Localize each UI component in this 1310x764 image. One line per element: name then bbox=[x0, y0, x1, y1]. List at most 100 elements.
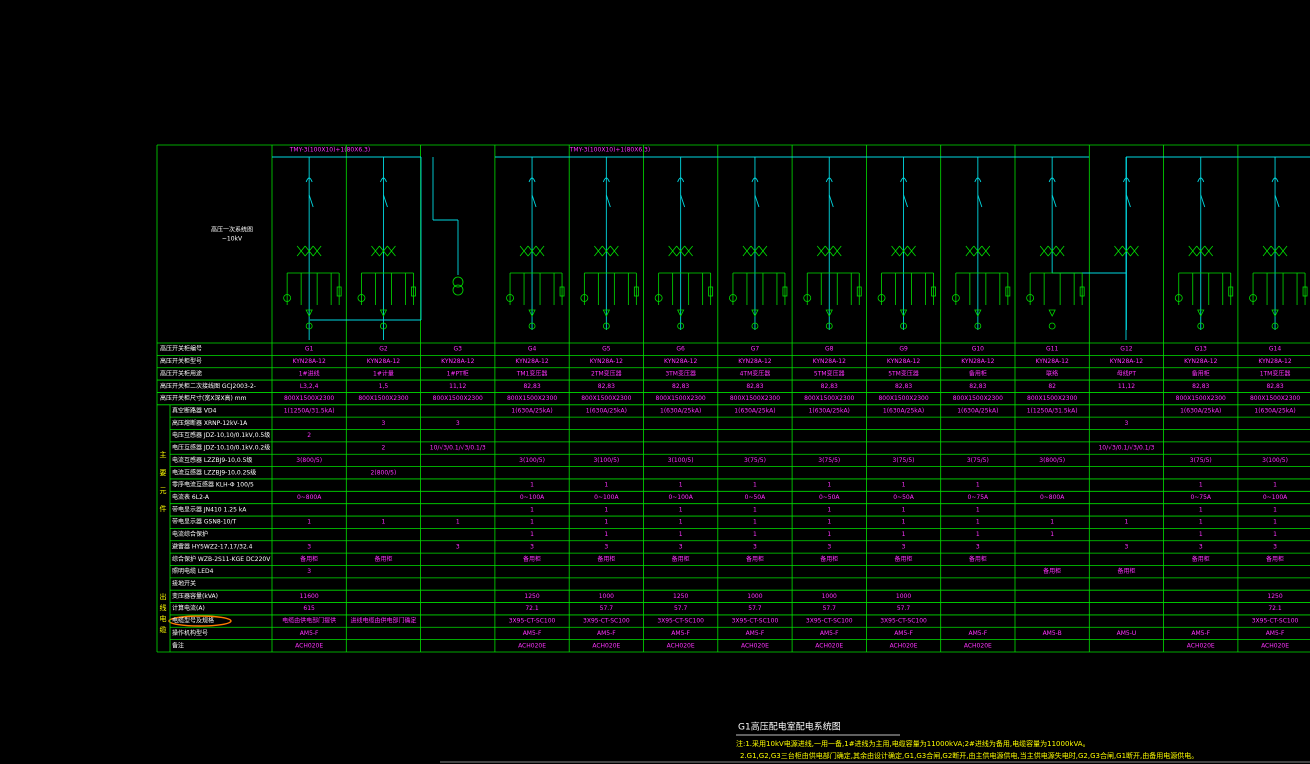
cell-text: 1 bbox=[679, 519, 683, 526]
fuse-cluster bbox=[891, 245, 916, 257]
cell-text: 2 bbox=[382, 445, 386, 452]
cell-text: 3(800/5) bbox=[296, 457, 322, 464]
ct bbox=[654, 294, 663, 302]
row-label: 照明电缆 LED4 bbox=[172, 567, 214, 575]
cell-text: 2 bbox=[307, 432, 311, 439]
cell-text: 3(100/5) bbox=[519, 457, 545, 464]
cell-text: 82,83 bbox=[598, 383, 615, 390]
ground bbox=[751, 309, 759, 317]
cell-text: 800X1500X2300 bbox=[953, 395, 1003, 402]
row-label: 操作机构型号 bbox=[172, 629, 208, 637]
cell-text: 72.1 bbox=[525, 605, 539, 612]
cell-text: ACH020E bbox=[964, 642, 992, 649]
cell-text: ACH020E bbox=[667, 642, 695, 649]
cell-text: AM5-U bbox=[1117, 630, 1137, 637]
cell-text: 1(630A/25kA) bbox=[734, 407, 775, 414]
cell-text: 0~100A bbox=[668, 494, 693, 501]
cell-text: 1250 bbox=[673, 593, 688, 600]
switch bbox=[1051, 194, 1057, 208]
cell-text: 3 bbox=[1273, 543, 1277, 550]
cell-text: 800X1500X2300 bbox=[730, 395, 780, 402]
cell-text: 0~100A bbox=[1263, 494, 1288, 501]
cell-text: 800X1500X2300 bbox=[1250, 395, 1300, 402]
ground bbox=[602, 309, 610, 317]
cell-text: 1 bbox=[604, 519, 608, 526]
breaker bbox=[974, 177, 982, 183]
cable-head bbox=[1197, 322, 1205, 330]
section-label: 出 bbox=[160, 592, 167, 601]
breaker bbox=[380, 177, 387, 183]
cell-text: AM5-F bbox=[968, 630, 987, 637]
cell-text: 1 bbox=[530, 519, 534, 526]
column-id: G3 bbox=[454, 346, 463, 353]
cell-text: 1 bbox=[1199, 531, 1203, 538]
bus-label: TMY-3(100X10)+1(80X6.3) bbox=[289, 147, 370, 154]
cell-text: L3,2,4 bbox=[300, 383, 319, 390]
breaker bbox=[602, 177, 610, 183]
cell-text: 备用柜 bbox=[597, 555, 615, 563]
cell-text: 备用柜 bbox=[523, 555, 541, 563]
cell-text: 3 bbox=[307, 543, 311, 550]
cell-text: 3 bbox=[456, 420, 460, 427]
cell-text: 82,83 bbox=[821, 383, 838, 390]
switch bbox=[605, 194, 611, 208]
cell-text: 1 bbox=[679, 531, 683, 538]
cell-text: KYN28A-12 bbox=[1184, 358, 1217, 365]
fuse-cluster bbox=[1114, 245, 1139, 257]
cell-text: 3 bbox=[307, 568, 311, 575]
cell-text: 1#计量 bbox=[373, 369, 394, 377]
cell-text: 1 bbox=[530, 531, 534, 538]
cell-text: 2TM变压器 bbox=[591, 369, 622, 377]
cell-text: 4TM变压器 bbox=[740, 369, 771, 377]
cell-text: 3(75/5) bbox=[967, 457, 989, 464]
breaker bbox=[305, 177, 313, 183]
cell-text: 0~100A bbox=[520, 494, 545, 501]
row-label: 计算电流(A) bbox=[172, 604, 205, 612]
breaker bbox=[1271, 177, 1279, 183]
row-label: 高压开关柜编号 bbox=[160, 345, 202, 353]
cable-head bbox=[1048, 322, 1056, 330]
cell-text: 3(75/5) bbox=[744, 457, 766, 464]
cable-head bbox=[677, 322, 685, 330]
fuse-cluster bbox=[816, 245, 842, 257]
ct bbox=[1174, 294, 1183, 302]
cell-text: 3X95-CT-SC100 bbox=[657, 618, 704, 625]
cable-head bbox=[1271, 322, 1279, 330]
cell-text: 1 bbox=[307, 519, 311, 526]
cell-text: 800X1500X2300 bbox=[1027, 395, 1077, 402]
cell-text: 备用柜 bbox=[746, 555, 764, 563]
fuse-cluster bbox=[668, 245, 693, 257]
arrester bbox=[336, 286, 342, 297]
ct bbox=[283, 294, 292, 302]
column-id: G13 bbox=[1195, 346, 1207, 353]
cell-text: 0~800A bbox=[297, 494, 322, 501]
cell-text: 3 bbox=[1125, 543, 1129, 550]
column-id: G8 bbox=[825, 346, 834, 353]
cell-text: 1 bbox=[976, 482, 980, 489]
cell-text: 备用柜 bbox=[969, 555, 987, 563]
cell-text: 0~75A bbox=[968, 494, 989, 501]
arrester bbox=[856, 286, 862, 297]
cell-text: 1 bbox=[976, 506, 980, 513]
breaker bbox=[1123, 177, 1130, 183]
cell-text: 800X1500X2300 bbox=[804, 395, 854, 402]
row-label: 带电显示器 GSN8-10/T bbox=[172, 518, 236, 526]
arrester bbox=[633, 286, 639, 297]
cell-text: 1(630A/25kA) bbox=[511, 407, 552, 414]
cell-text: AM5-F bbox=[597, 630, 616, 637]
cell-text: 1 bbox=[604, 531, 608, 538]
cell-text: 1 bbox=[753, 482, 757, 489]
cell-text: 5TM变压器 bbox=[888, 369, 919, 377]
cell-text: 57.7 bbox=[897, 605, 911, 612]
ground bbox=[528, 309, 536, 317]
cable-head bbox=[528, 322, 536, 330]
switch bbox=[903, 194, 908, 208]
cable-head bbox=[305, 322, 313, 330]
cell-text: 615 bbox=[303, 605, 315, 612]
ct bbox=[951, 294, 960, 302]
cell-text: KYN28A-12 bbox=[961, 358, 994, 365]
fuse-cluster bbox=[965, 245, 991, 257]
row-label: 变压器容量(kVA) bbox=[172, 592, 218, 600]
cell-text: 82,83 bbox=[523, 383, 540, 390]
cell-text: 57.7 bbox=[600, 605, 614, 612]
